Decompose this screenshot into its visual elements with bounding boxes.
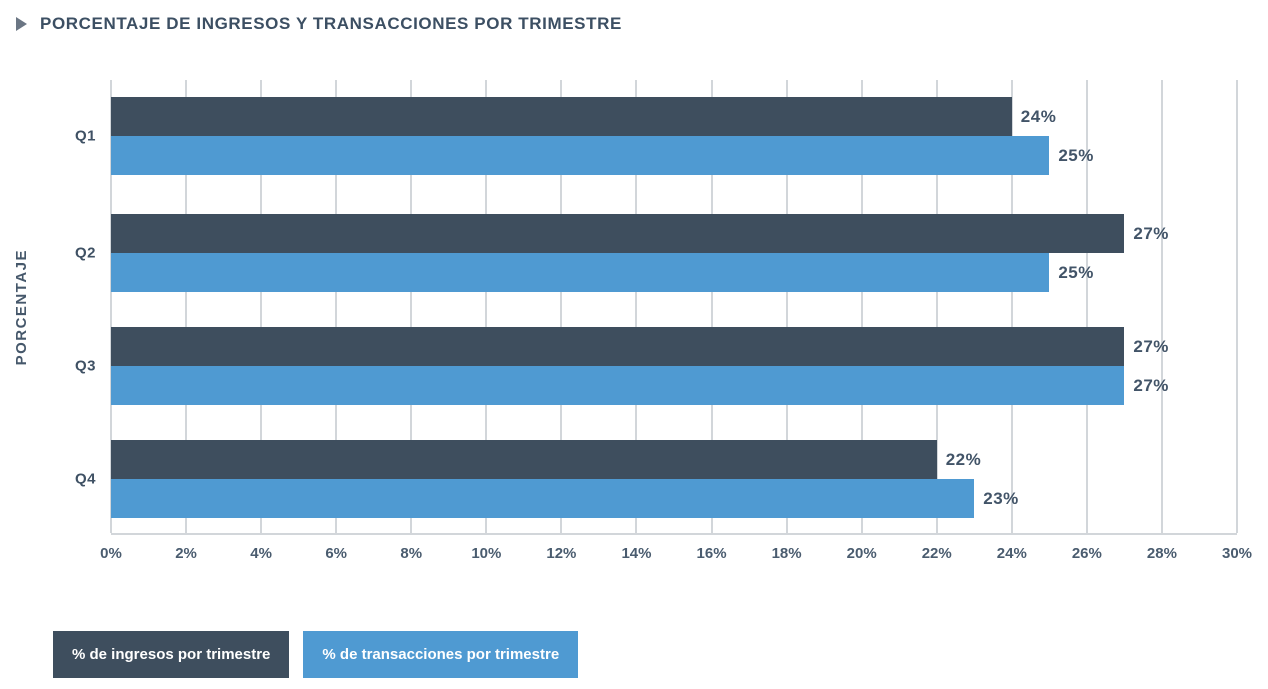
bar — [111, 440, 937, 479]
chart-legend: % de ingresos por trimestre % de transac… — [53, 631, 579, 678]
bar — [111, 97, 1012, 136]
x-tick-label: 30% — [1221, 545, 1253, 562]
gridline — [1085, 80, 1088, 533]
x-tick-label: 16% — [696, 545, 727, 562]
bar-value-label: 25% — [1058, 145, 1094, 165]
y-axis-label: PORCENTAJE — [8, 80, 34, 535]
x-tick-label: 6% — [325, 545, 348, 562]
x-tick-label: 26% — [1071, 545, 1102, 562]
gridline — [560, 80, 563, 533]
gridline — [1010, 80, 1013, 533]
bar-row: 25% — [111, 253, 1237, 292]
bar — [111, 214, 1125, 253]
plot-area: 0% 2% 4% 6% 8% 10% 12% 14% 16% 18% 20% 22% 24% 26% 28%… — [75, 80, 1252, 562]
bar — [111, 136, 1050, 175]
bar-row: 23% — [111, 479, 1237, 518]
bar-value-label: 27% — [1133, 223, 1169, 243]
gridline — [1160, 80, 1163, 533]
bar-row: 22% — [111, 440, 1237, 479]
play-triangle-icon — [16, 17, 27, 31]
bar-row: 24% — [111, 97, 1237, 136]
x-tick-label: 22% — [921, 545, 952, 562]
category-label: Q1 — [74, 127, 96, 145]
gridline — [110, 80, 112, 533]
gridline — [335, 80, 338, 533]
category-label: Q2 — [74, 244, 96, 262]
bar-row: 27% — [111, 327, 1237, 366]
bar — [111, 327, 1125, 366]
gridline — [635, 80, 638, 533]
gridline — [485, 80, 488, 533]
x-tick-label: 14% — [621, 545, 652, 562]
bar-value-label: 27% — [1133, 336, 1169, 356]
bar-row: 27% — [111, 366, 1237, 405]
bar-group-q1: Q1 24% 25% — [75, 97, 1237, 175]
x-tick-label: 24% — [996, 545, 1027, 562]
category-label: Q4 — [74, 470, 96, 488]
bar-row: 25% — [111, 136, 1237, 175]
y-axis-label-text: PORCENTAJE — [12, 249, 30, 366]
bar — [111, 366, 1125, 405]
legend-item-ingresos: % de ingresos por trimestre — [53, 631, 290, 678]
gridline — [785, 80, 788, 533]
x-tick-label: 20% — [846, 545, 877, 562]
bar-value-label: 22% — [945, 449, 982, 469]
x-tick-label: 12% — [546, 545, 577, 562]
gridline — [860, 80, 863, 533]
x-tick-label: 10% — [471, 545, 502, 562]
bar-value-label: 24% — [1020, 106, 1057, 126]
x-tick-label: 4% — [250, 545, 272, 562]
bar-group-q2: Q2 27% 25% — [75, 214, 1237, 292]
chart-header: PORCENTAJE DE INGRESOS Y TRANSACCIONES P… — [16, 14, 622, 34]
bar-group-q3: Q3 27% 27% — [75, 327, 1237, 405]
x-tick-label: 18% — [771, 545, 802, 562]
x-tick-label: 2% — [175, 545, 197, 562]
bar-group-q4: Q4 22% 23% — [75, 440, 1237, 518]
bar-value-label: 25% — [1058, 262, 1094, 282]
bar-row: 27% — [111, 214, 1237, 253]
legend-item-transacciones: % de transacciones por trimestre — [303, 631, 579, 678]
bar — [111, 479, 975, 518]
gridline — [1236, 80, 1238, 533]
bar — [111, 253, 1050, 292]
gridline — [260, 80, 263, 533]
x-tick-label: 8% — [400, 545, 423, 562]
gridline — [410, 80, 413, 533]
bar-value-label: 23% — [983, 488, 1019, 508]
chart-title: PORCENTAJE DE INGRESOS Y TRANSACCIONES P… — [40, 14, 622, 33]
x-tick-label: 0% — [100, 545, 122, 562]
bar-value-label: 27% — [1133, 375, 1169, 395]
gridline — [935, 80, 938, 533]
gridline — [710, 80, 713, 533]
x-tick-label: 28% — [1146, 545, 1177, 562]
category-label: Q3 — [74, 357, 96, 375]
gridline — [185, 80, 188, 533]
